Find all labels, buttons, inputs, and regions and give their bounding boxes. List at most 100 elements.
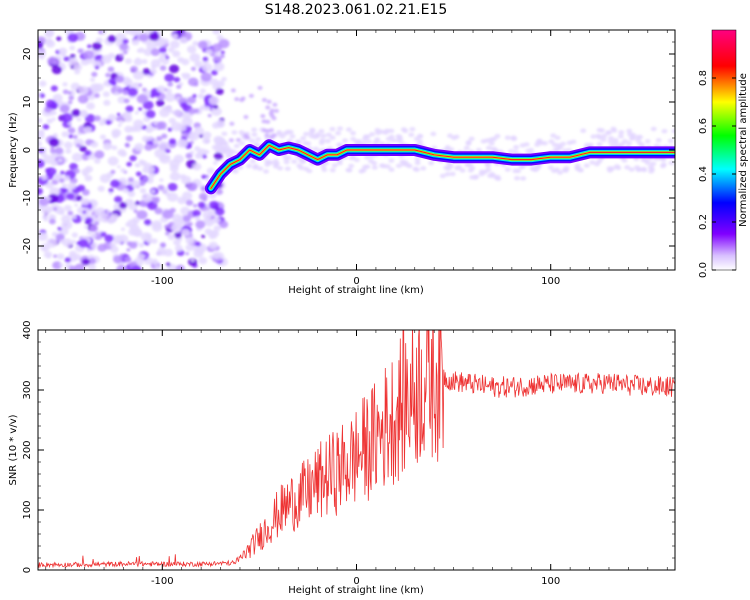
halo-blob [243,115,249,120]
noise-blob [45,99,57,109]
halo-blob [273,164,280,169]
halo-blob [589,160,596,165]
noise-blob [104,234,114,243]
noise-blob [125,135,133,142]
colorbar-tick-label: 0.4 [698,166,709,182]
halo-blob [321,167,328,172]
noise-blob [124,58,132,65]
noise-blob [120,151,127,157]
noise-blob [84,150,92,156]
noise-blob [208,200,220,210]
halo-blob [450,135,457,141]
noise-blob [167,106,172,111]
noise-blob [160,243,166,248]
noise-blob [92,60,102,69]
halo-blob [464,162,471,168]
noise-blob [209,234,215,240]
halo-blob [399,159,406,164]
noise-blob [185,252,190,256]
noise-blob [145,128,150,132]
halo-blob [508,149,515,154]
halo-blob [368,132,375,137]
halo-blob [261,97,267,102]
noise-blob [211,106,222,116]
noise-blob [91,214,96,219]
noise-blob [67,182,77,190]
noise-blob [117,123,122,127]
halo-blob [534,165,541,171]
noise-blob [103,99,111,106]
halo-blob [644,160,651,166]
x-tick-label: 0 [353,276,359,287]
noise-blob [88,257,96,265]
noise-blob [195,220,206,229]
noise-blob [39,80,47,87]
noise-blob [68,95,75,101]
noise-blob [147,135,154,141]
noise-blob [207,113,212,118]
noise-blob [80,197,90,206]
halo-blob [512,168,519,174]
noise-blob [177,138,188,148]
noise-blob [90,232,98,239]
noise-blob [142,100,154,110]
halo-blob [420,166,427,171]
halo-blob [660,162,667,167]
halo-blob [661,129,668,134]
noise-blob [136,253,145,261]
noise-blob [74,263,85,270]
noise-blob [202,56,209,62]
noise-blob [170,121,183,132]
noise-blob [94,65,100,70]
noise-blob [120,168,126,173]
noise-blob [50,159,58,167]
noise-blob [168,64,180,74]
noise-blob [136,210,148,220]
noise-blob [194,126,205,136]
halo-blob [468,136,475,142]
noise-blob [188,108,196,115]
noise-blob [58,47,68,55]
noise-blob [110,179,120,188]
noise-blob [219,220,229,229]
noise-blob [70,82,80,91]
x-tick-label: 100 [541,276,560,287]
halo-blob [282,131,289,136]
noise-blob [46,238,58,248]
noise-blob [62,82,68,87]
halo-blob [478,171,485,177]
noise-blob [57,158,63,163]
noise-blob [181,73,186,77]
y-tick-label: 200 [22,440,33,459]
noise-blob [213,225,221,232]
halo-blob [261,119,267,124]
noise-blob [61,131,69,138]
halo-blob [528,147,535,153]
halo-blob [260,114,266,119]
noise-blob [126,161,133,167]
noise-blob [89,77,96,82]
noise-blob [200,88,206,94]
noise-blob [145,110,156,119]
noise-blob [100,231,107,237]
noise-blob [192,209,201,217]
noise-blob [177,57,185,63]
noise-blob [86,248,92,253]
halo-blob [374,130,381,136]
halo-blob [228,138,234,143]
noise-blob [148,32,160,42]
noise-blob [167,127,173,132]
noise-blob [212,30,221,35]
noise-blob [74,203,79,207]
noise-blob [125,105,134,113]
halo-blob [384,164,391,169]
halo-blob [388,128,395,134]
noise-blob [165,56,170,60]
noise-blob [215,119,226,129]
halo-blob [668,160,675,166]
halo-blob [490,146,497,152]
noise-blob [171,33,179,39]
halo-blob [249,159,256,164]
halo-blob [248,93,254,98]
noise-blob [123,98,130,104]
